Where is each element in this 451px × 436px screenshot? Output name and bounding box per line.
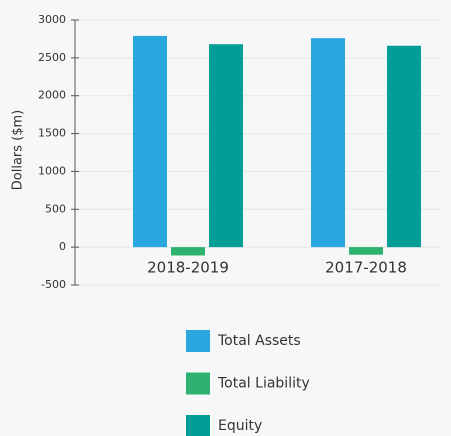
x-tick-label: 2017-2018 bbox=[325, 259, 407, 277]
y-tick-label: 3000 bbox=[38, 13, 66, 26]
y-tick-label: 500 bbox=[45, 202, 66, 215]
y-tick-label: -500 bbox=[41, 278, 66, 291]
bar bbox=[387, 45, 421, 248]
legend-swatch bbox=[186, 330, 210, 352]
y-tick-label: 1000 bbox=[38, 164, 66, 177]
legend-label: Equity bbox=[218, 418, 262, 434]
y-tick-label: 2500 bbox=[38, 51, 66, 64]
bar bbox=[209, 44, 243, 248]
bar bbox=[349, 247, 383, 255]
y-tick-label: 1500 bbox=[38, 127, 66, 140]
legend-label: Total Liability bbox=[217, 376, 310, 392]
bar bbox=[311, 38, 345, 248]
y-tick-label: 0 bbox=[59, 240, 66, 253]
legend-swatch bbox=[186, 415, 210, 436]
legend-label: Total Assets bbox=[217, 333, 301, 349]
x-tick-label: 2018-2019 bbox=[147, 259, 229, 277]
y-axis-label: Dollars ($m) bbox=[11, 110, 26, 190]
bar bbox=[171, 247, 205, 256]
legend-swatch bbox=[186, 372, 210, 395]
y-tick-label: 2000 bbox=[38, 89, 66, 102]
bar bbox=[133, 35, 167, 248]
